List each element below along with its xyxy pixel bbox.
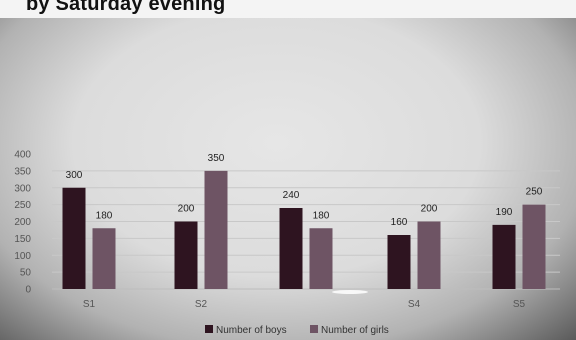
y-axis-ticks: 0 50 100 150 200 250 300 350 400 xyxy=(14,150,31,296)
y-tick-label: 50 xyxy=(20,268,32,279)
bar xyxy=(174,221,198,289)
legend-label: Number of boys xyxy=(216,325,287,336)
x-tick-label: S2 xyxy=(195,299,208,310)
data-label: 190 xyxy=(496,207,513,218)
legend-swatch xyxy=(310,325,318,333)
data-labels: 300 200 240 160 190 180 350 180 200 250 xyxy=(66,153,543,228)
bar xyxy=(62,187,86,289)
cropped-header-bar: by Saturday evening xyxy=(0,0,576,18)
x-tick-label: S4 xyxy=(408,299,421,310)
legend-swatch xyxy=(205,325,213,333)
bar xyxy=(492,224,516,289)
bar xyxy=(279,208,303,289)
cropped-header-text: by Saturday evening xyxy=(26,0,226,15)
y-tick-label: 250 xyxy=(14,200,31,211)
data-label: 350 xyxy=(208,153,225,164)
legend-label: Number of girls xyxy=(321,325,389,336)
x-tick-label: S5 xyxy=(513,299,526,310)
bar xyxy=(92,228,116,289)
bar xyxy=(309,228,333,289)
bars xyxy=(62,170,546,289)
y-tick-label: 200 xyxy=(14,217,31,228)
bar xyxy=(417,221,441,289)
data-label: 180 xyxy=(96,210,113,221)
legend: Number of boys Number of girls xyxy=(205,325,389,336)
y-tick-label: 350 xyxy=(14,166,31,177)
y-tick-label: 100 xyxy=(14,251,31,262)
bar xyxy=(387,235,411,289)
y-tick-label: 0 xyxy=(25,285,31,296)
data-label: 250 xyxy=(526,187,543,198)
bar xyxy=(522,204,546,289)
gridlines xyxy=(52,170,560,290)
y-tick-label: 400 xyxy=(14,150,31,161)
y-tick-label: 300 xyxy=(14,183,31,194)
data-label: 160 xyxy=(391,217,408,228)
x-axis-ticks: S1 S2 S4 S5 xyxy=(83,290,526,310)
y-tick-label: 150 xyxy=(14,234,31,245)
label-smudge xyxy=(332,290,368,294)
data-label: 180 xyxy=(313,210,330,221)
bar xyxy=(204,170,228,289)
data-label: 240 xyxy=(283,190,300,201)
data-label: 200 xyxy=(178,204,195,215)
x-tick-label: S1 xyxy=(83,299,96,310)
data-label: 200 xyxy=(421,204,438,215)
data-label: 300 xyxy=(66,170,83,181)
